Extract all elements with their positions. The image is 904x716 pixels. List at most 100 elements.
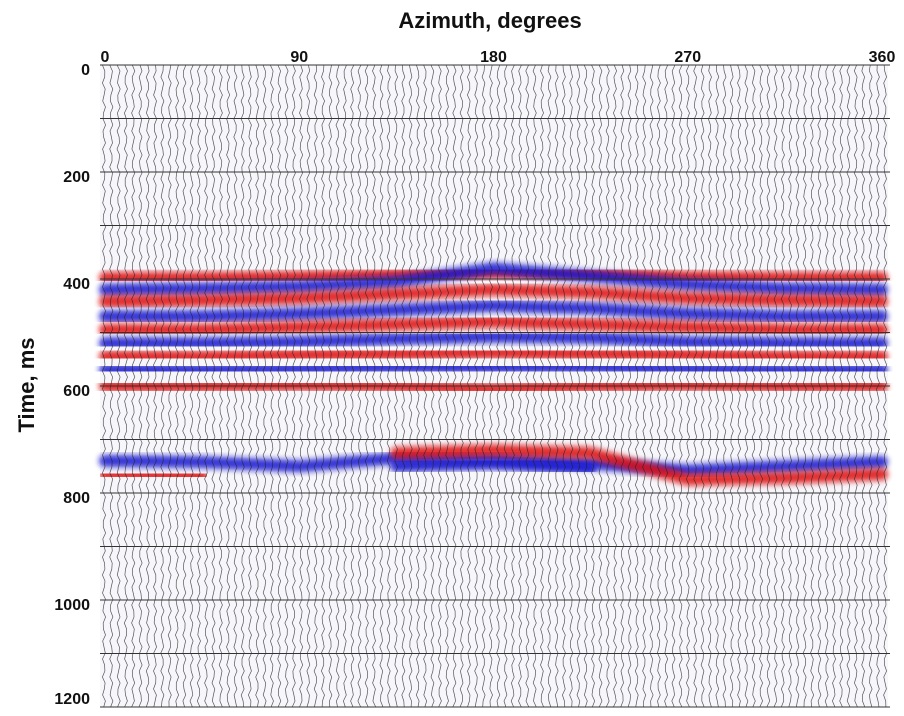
trace [467,64,471,708]
trace [875,64,880,708]
reflection-event [99,315,888,336]
trace [474,64,479,708]
y-tick-label: 1200 [54,691,90,708]
trace [342,64,348,708]
trace [153,64,158,708]
trace [613,64,617,708]
trace [131,64,136,708]
trace [656,64,661,708]
trace [853,64,858,708]
reflection-event [99,468,209,482]
trace [707,64,712,708]
trace [561,64,566,708]
trace [394,64,398,708]
trace [496,64,501,708]
trace [576,64,581,708]
x-tick-label: 270 [674,49,701,66]
trace [802,64,807,708]
trace [678,64,683,708]
x-tick-label: 90 [290,49,308,66]
trace [233,64,238,708]
trace [291,64,296,708]
trace [627,64,632,708]
trace [722,64,727,708]
trace [109,64,114,708]
trace [481,64,486,708]
y-tick-label: 200 [63,169,90,186]
trace [751,64,756,708]
trace [189,64,194,708]
trace [861,64,866,708]
trace [240,64,245,708]
trace [204,64,209,708]
trace [518,64,523,708]
trace [437,64,442,708]
x-axis-title: Azimuth, degrees [398,8,581,33]
trace [101,64,106,708]
trace [686,64,690,708]
trace [408,64,413,708]
trace [357,64,362,708]
trace [452,64,457,708]
trace [503,64,508,708]
reflection-event [99,283,888,308]
trace [868,64,873,708]
trace [583,64,588,708]
trace [759,64,763,708]
trace [299,64,304,708]
trace [167,64,172,708]
trace [415,64,420,708]
trace [350,64,355,708]
trace [218,64,223,708]
trace [255,64,260,708]
trace [700,64,705,708]
trace [182,64,187,708]
trace [642,64,647,708]
trace [459,64,464,708]
trace [788,64,793,708]
trace [846,64,851,708]
trace [532,64,537,708]
trace [620,64,625,708]
trace [510,64,515,708]
reflection-event [390,444,888,486]
reflection-event [99,299,888,323]
trace [817,64,822,708]
trace [248,64,252,708]
trace [554,64,559,708]
y-axis-title: Time, ms [14,338,39,433]
trace [160,64,165,708]
trace [715,64,720,708]
x-tick-label: 360 [869,49,896,66]
trace [766,64,771,708]
trace [525,64,530,708]
y-tick-label: 1000 [54,597,90,614]
trace [547,64,552,708]
trace [211,64,216,708]
trace [540,64,544,708]
trace [335,64,340,708]
trace [810,64,815,708]
trace [138,64,143,708]
trace [269,64,274,708]
trace [780,64,785,708]
trace [262,64,267,708]
trace [737,64,742,708]
reflection-event [99,330,888,350]
trace [729,64,734,708]
trace [364,64,369,708]
trace [430,64,435,708]
trace [328,64,333,708]
trace [605,64,610,708]
trace [671,64,676,708]
trace [883,64,888,708]
trace [664,64,669,708]
trace [795,64,800,708]
y-tick-label: 0 [81,62,90,79]
trace [488,64,493,708]
trace [744,64,749,708]
trace [693,64,698,708]
trace [598,64,603,708]
trace [445,64,450,708]
